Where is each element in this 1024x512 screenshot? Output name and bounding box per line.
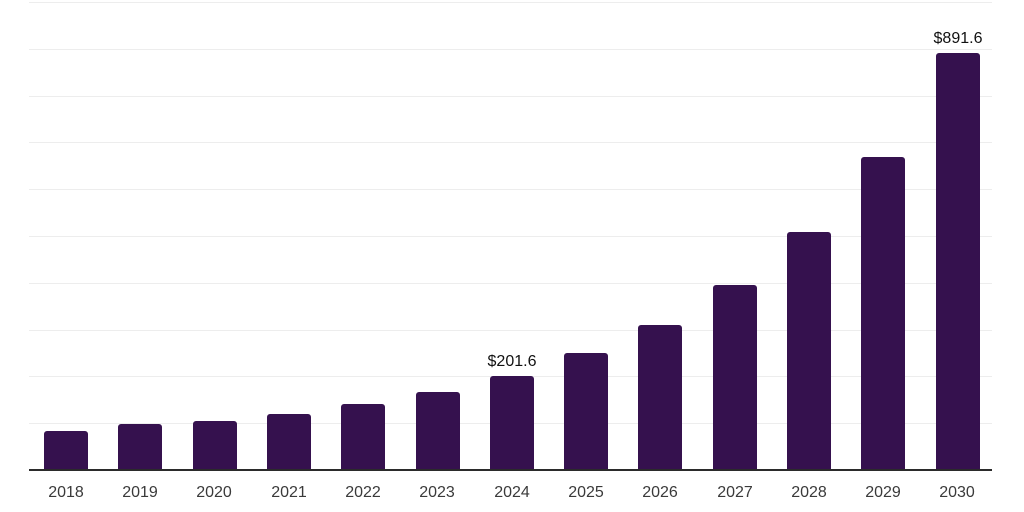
gridline [29, 189, 992, 190]
x-tick-label: 2021 [271, 484, 307, 501]
bar-2024 [490, 376, 534, 470]
bar-2026 [638, 325, 682, 470]
gridline [29, 142, 992, 143]
x-tick-label: 2023 [419, 484, 455, 501]
gridline [29, 96, 992, 97]
bar-2027 [713, 285, 757, 470]
bar-2020 [193, 421, 237, 470]
x-axis-line [29, 469, 992, 471]
gridline [29, 330, 992, 331]
bar-2021 [267, 414, 311, 470]
bar-2019 [118, 424, 162, 470]
x-tick-label: 2024 [494, 484, 530, 501]
x-tick-label: 2018 [48, 484, 84, 501]
x-tick-label: 2019 [122, 484, 158, 501]
bar-2029 [861, 157, 905, 470]
bar-2028 [787, 232, 831, 470]
bar-2018 [44, 431, 88, 470]
x-tick-label: 2020 [196, 484, 232, 501]
gridline [29, 49, 992, 50]
bar-2023 [416, 392, 460, 470]
x-tick-label: 2030 [939, 484, 975, 501]
bar-2025 [564, 353, 608, 470]
gridline [29, 236, 992, 237]
gridline [29, 2, 992, 3]
bar-value-label: $201.6 [487, 353, 537, 370]
gridline [29, 283, 992, 284]
x-tick-label: 2026 [642, 484, 678, 501]
bar-value-label: $891.6 [933, 30, 983, 47]
x-tick-label: 2022 [345, 484, 381, 501]
x-tick-label: 2025 [568, 484, 604, 501]
x-tick-label: 2028 [791, 484, 827, 501]
x-tick-label: 2029 [865, 484, 901, 501]
bar-2022 [341, 404, 385, 470]
bar-2030 [936, 53, 980, 470]
x-tick-label: 2027 [717, 484, 753, 501]
